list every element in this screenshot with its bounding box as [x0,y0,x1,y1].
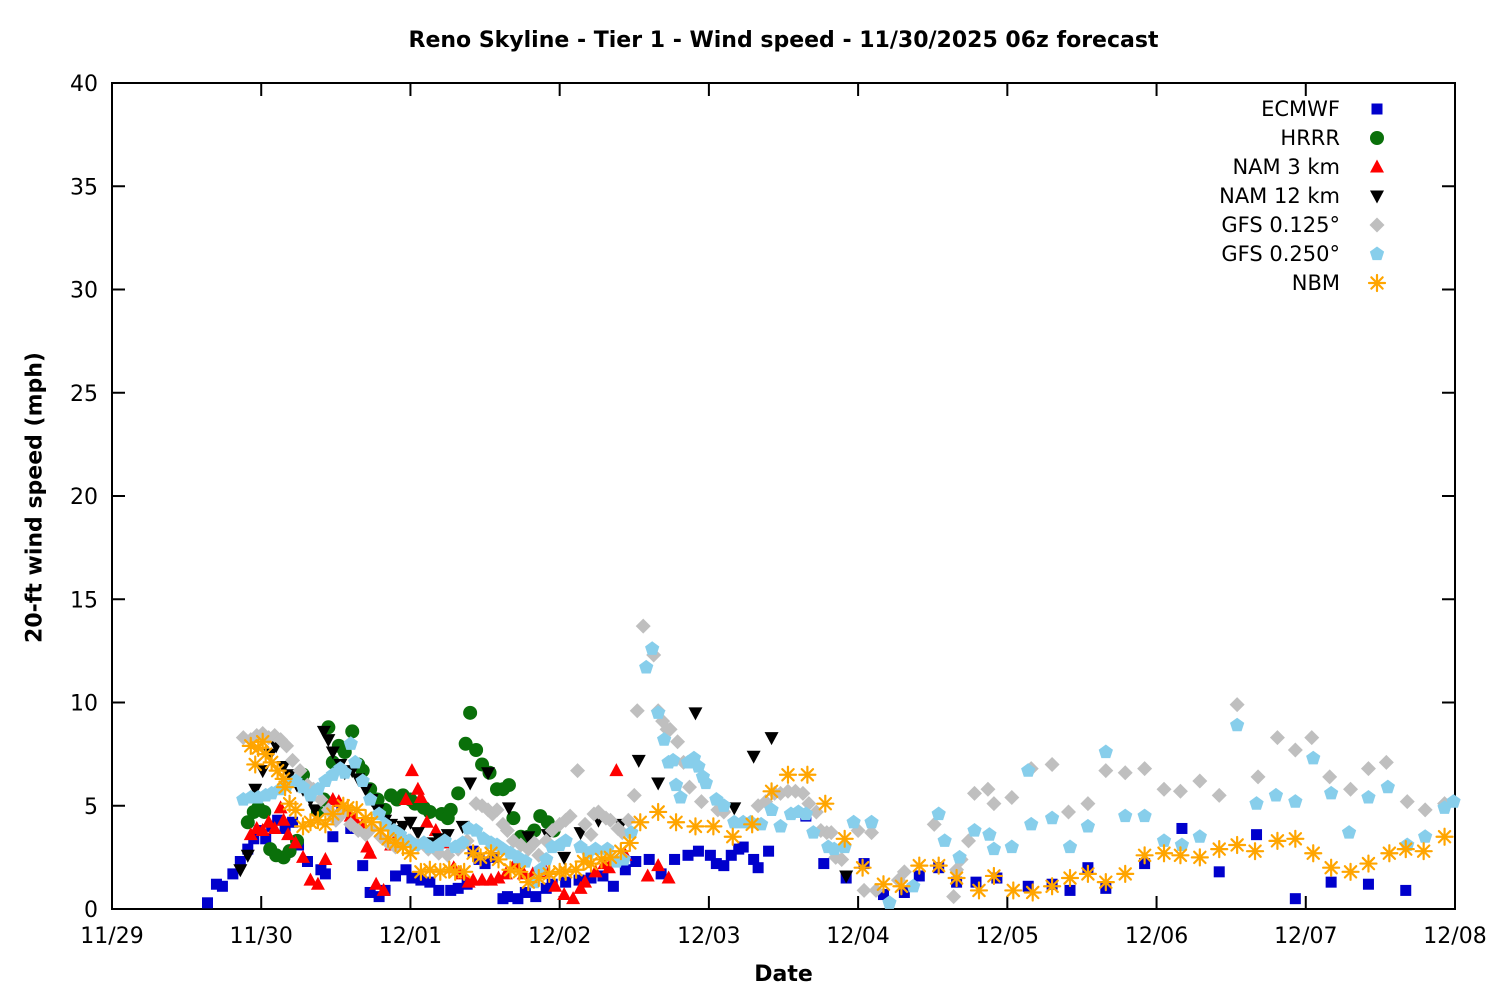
legend-label: NAM 12 km [1219,183,1340,208]
y-tick-label: 10 [70,692,98,717]
legend-marker-diamond-icon [1369,217,1385,232]
legend-item: GFS 0.250° [1120,239,1400,268]
legend-label: NBM [1291,270,1340,295]
x-axis-label: Date [754,962,813,987]
y-tick-label: 35 [70,175,98,200]
x-tick-label: 12/05 [976,924,1039,949]
x-tick-label: 12/03 [677,924,740,949]
legend-item: GFS 0.125° [1120,210,1400,239]
series-nbm [241,732,1454,902]
x-tick-label: 11/30 [230,924,293,949]
legend-marker-triangle-down-icon [1370,190,1384,203]
legend-item: HRRR [1120,123,1400,152]
x-tick-label: 12/04 [826,924,889,949]
legend-label: GFS 0.250° [1221,241,1340,266]
chart-title: Reno Skyline - Tier 1 - Wind speed - 11/… [408,28,1159,53]
x-tick-label: 12/07 [1274,924,1337,949]
x-tick-label: 12/08 [1423,924,1486,949]
legend-marker-pentagon-icon [1369,246,1385,260]
x-tick-label: 12/02 [528,924,591,949]
series-gfs-0-125 [235,618,1453,905]
legend-marker-asterisk-icon [1367,273,1387,292]
legend-item: NAM 3 km [1120,152,1400,181]
legend-item: NBM [1120,268,1400,297]
y-tick-label: 0 [84,898,98,923]
x-tick-label: 11/29 [80,924,143,949]
y-tick-label: 25 [70,382,98,407]
legend-label: ECMWF [1261,96,1340,121]
y-tick-label: 5 [84,795,98,820]
y-axis-label: 20-ft wind speed (mph) [22,352,48,643]
y-tick-label: 20 [70,485,98,510]
y-tick-label: 30 [70,279,98,304]
x-tick-label: 12/06 [1125,924,1188,949]
legend-item: ECMWF [1120,94,1400,123]
legend-label: HRRR [1280,125,1340,150]
legend-marker-triangle-up-icon [1370,159,1384,172]
y-tick-label: 40 [70,72,98,97]
legend-label: NAM 3 km [1232,154,1340,179]
legend-item: NAM 12 km [1120,181,1400,210]
legend-label: GFS 0.125° [1221,212,1340,237]
legend-marker-square-icon [1371,103,1383,114]
x-tick-label: 12/01 [379,924,442,949]
y-tick-label: 15 [70,588,98,613]
legend: ECMWF HRRR NAM 3 km NAM 12 km GFS 0.125° GFS … [1120,94,1400,297]
legend-marker-circle-icon [1370,130,1384,145]
